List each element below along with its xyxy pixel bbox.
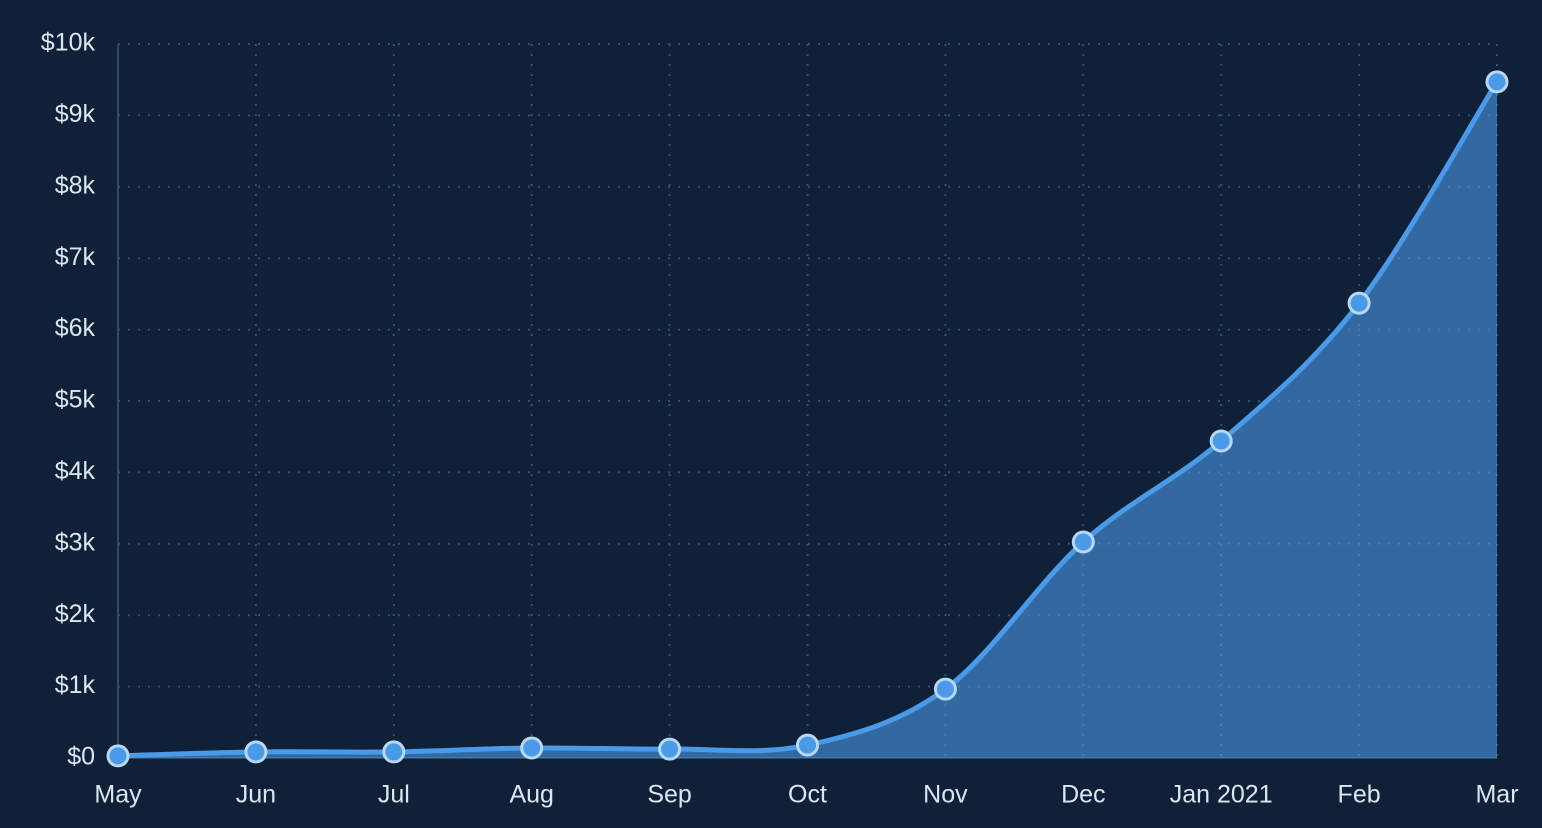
y-tick-label: $5k	[55, 386, 96, 414]
x-tick-label: Aug	[509, 781, 553, 809]
point	[1209, 429, 1233, 453]
x-tick-label: Jan 2021	[1170, 781, 1273, 809]
point	[796, 733, 819, 757]
x-tick-label: Nov	[923, 781, 968, 809]
point	[520, 736, 544, 760]
point	[658, 737, 682, 761]
y-tick-label: $9k	[55, 100, 96, 128]
y-tick-label: $2k	[55, 600, 96, 628]
area-fill	[118, 81, 1497, 759]
y-tick-label: $7k	[55, 243, 96, 271]
x-tick-label: Feb	[1338, 781, 1381, 809]
x-tick-label: Mar	[1475, 781, 1518, 809]
y-tick-label: $4k	[55, 457, 96, 485]
y-tick-label: $8k	[55, 171, 96, 199]
x-tick-label: May	[94, 781, 142, 809]
x-tick-label: Jul	[378, 781, 410, 809]
point	[1347, 291, 1371, 315]
x-tick-label: Sep	[647, 781, 691, 809]
x-tick-label: Jun	[236, 781, 276, 809]
x-tick-label: Dec	[1061, 781, 1105, 809]
line	[117, 80, 1500, 759]
point	[1485, 70, 1509, 94]
y-tick-label: $0	[67, 743, 95, 771]
y-tick-label: $3k	[55, 528, 96, 556]
y-tick-label: $6k	[55, 314, 96, 342]
y-tick-label: $1k	[55, 671, 96, 699]
point	[1071, 530, 1095, 554]
x-tick-label: Oct	[788, 781, 827, 809]
point	[933, 677, 957, 701]
y-tick-label: $10k	[41, 29, 96, 57]
point	[106, 744, 130, 768]
point	[382, 740, 406, 764]
point	[244, 740, 268, 764]
